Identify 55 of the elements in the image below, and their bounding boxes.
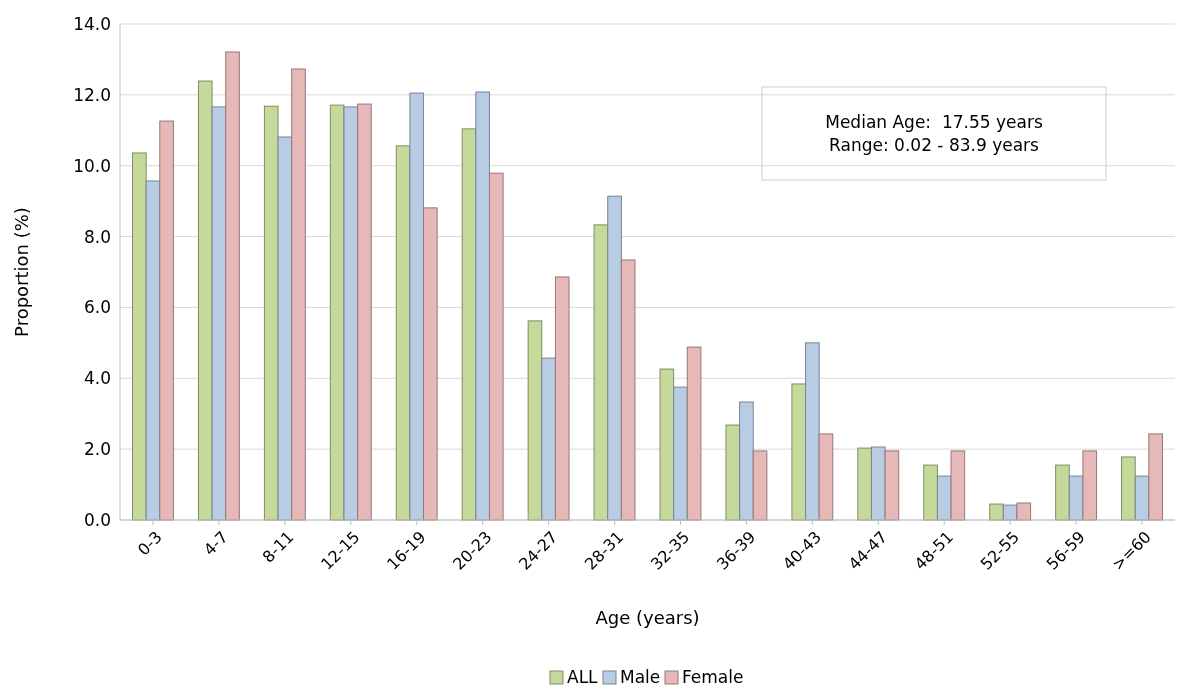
bar xyxy=(132,152,147,521)
bar xyxy=(475,91,490,521)
y-tick-label: 6.0 xyxy=(83,297,111,318)
bar xyxy=(791,383,807,521)
bar xyxy=(739,401,754,521)
bar xyxy=(989,503,1004,521)
bar xyxy=(818,433,834,521)
bar xyxy=(1148,433,1163,521)
x-tick-label: 4-7 xyxy=(199,527,232,560)
bar xyxy=(659,368,675,521)
bar xyxy=(752,450,768,521)
bar xyxy=(1121,456,1136,521)
y-axis-title: Proportion (%) xyxy=(11,207,32,337)
bar xyxy=(291,68,306,521)
bar xyxy=(554,276,570,521)
bar xyxy=(211,106,227,521)
bar xyxy=(1016,502,1032,521)
bar xyxy=(725,424,741,521)
bar xyxy=(409,92,425,521)
bar xyxy=(488,172,504,521)
annotation: Range: 0.02 - 83.9 years xyxy=(829,135,1040,155)
bar xyxy=(923,464,938,521)
legend-label: Male xyxy=(620,667,661,687)
bar xyxy=(686,346,702,521)
legend-label: ALL xyxy=(567,667,599,687)
bar xyxy=(423,207,438,521)
y-tick-label: 14.0 xyxy=(73,13,111,34)
bar xyxy=(159,120,174,521)
bar xyxy=(620,259,636,521)
bar xyxy=(950,450,966,521)
bar xyxy=(607,195,622,521)
bar xyxy=(1082,450,1098,521)
bar xyxy=(593,224,609,521)
bar xyxy=(277,136,293,521)
bar xyxy=(805,342,820,521)
bar xyxy=(197,80,213,521)
y-tick-label: 8.0 xyxy=(83,226,111,247)
annotation: Median Age: 17.55 years xyxy=(825,112,1043,132)
y-tick-label: 10.0 xyxy=(73,155,111,176)
bar xyxy=(541,357,556,521)
y-tick-label: 2.0 xyxy=(83,439,111,460)
x-tick-label: 0-3 xyxy=(133,527,166,560)
bar xyxy=(343,106,359,521)
bar xyxy=(527,320,543,521)
y-tick-label: 12.0 xyxy=(73,84,111,105)
bar xyxy=(225,51,240,521)
x-axis-title: Age (years) xyxy=(595,607,700,628)
legend-label: Female xyxy=(682,667,744,687)
bar xyxy=(857,447,872,521)
bar xyxy=(357,103,372,521)
bar xyxy=(884,450,900,521)
bar xyxy=(1055,464,1070,521)
bar xyxy=(673,386,688,521)
y-tick-label: 0.0 xyxy=(83,509,111,530)
y-tick-label: 4.0 xyxy=(83,368,111,389)
